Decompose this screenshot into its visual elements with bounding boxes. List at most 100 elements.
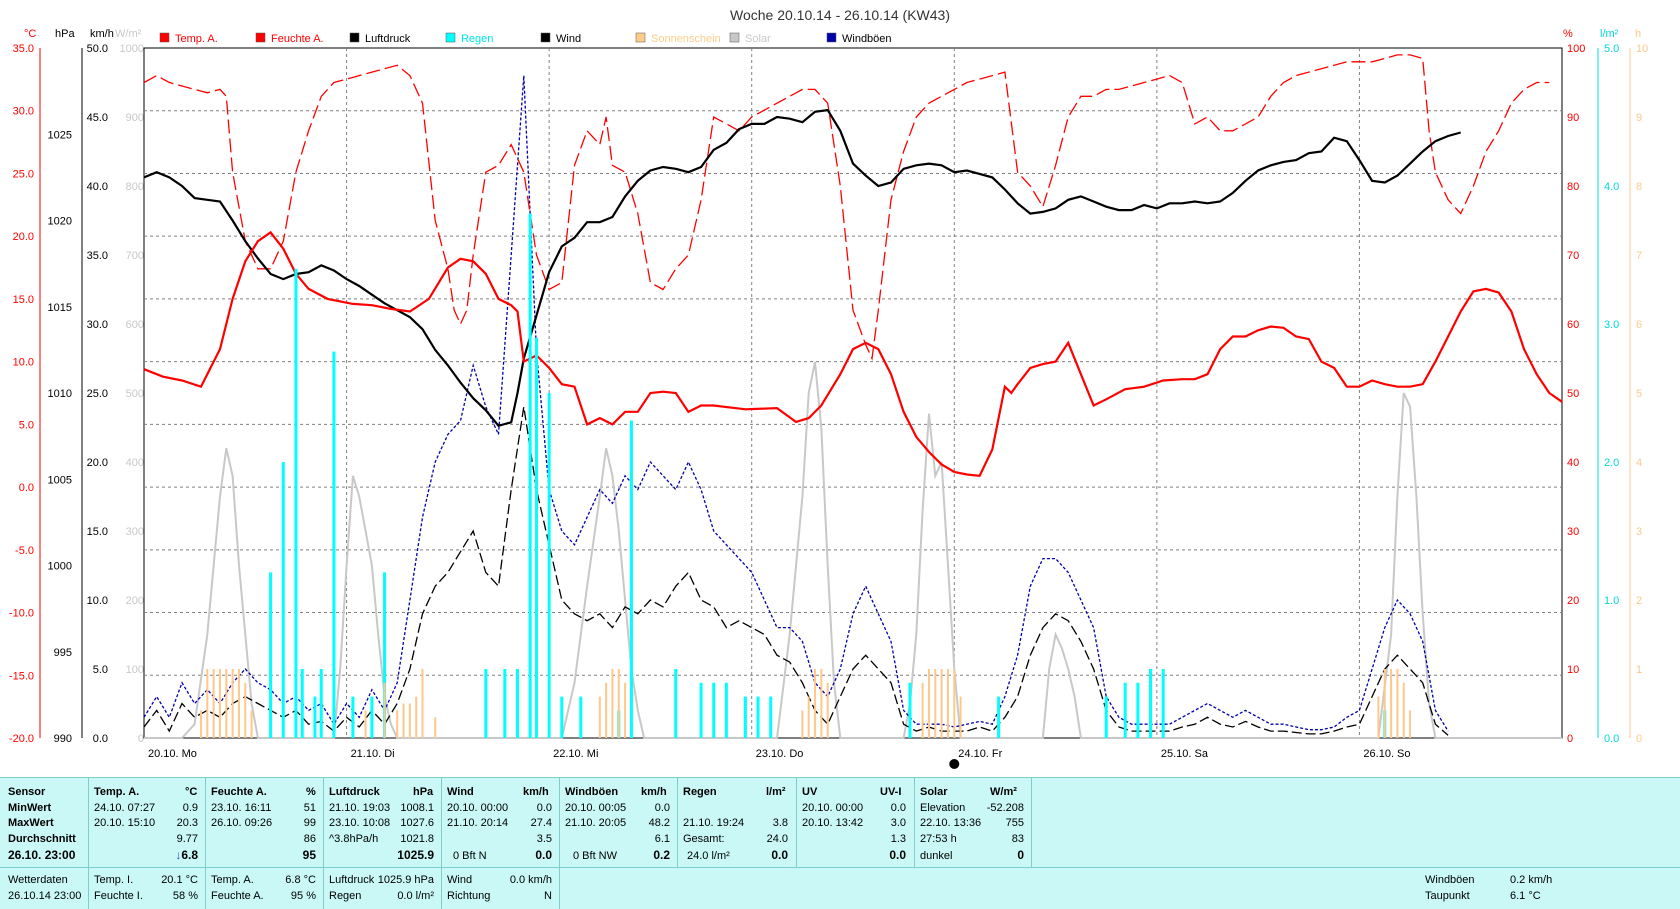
rain-bar xyxy=(484,669,488,738)
axis-unit-label: °C xyxy=(24,28,36,40)
wind-tick-label: 45.0 xyxy=(87,112,108,124)
rain-bar xyxy=(332,351,336,738)
solar-tick-label: 600 xyxy=(126,319,144,331)
sun-tick-label: 1 xyxy=(1636,664,1642,676)
hum-min-time: 23.10. 16:11 xyxy=(211,802,272,814)
sunshine-bar xyxy=(199,710,202,738)
sunshine-bar xyxy=(927,669,930,738)
solar-unit: W/m² xyxy=(990,786,1017,798)
rain-current-value: 0.0 xyxy=(771,848,788,862)
hum-min-value: 51 xyxy=(303,802,316,814)
hpa-tick-label: 995 xyxy=(54,647,72,659)
day-label: 23.10. Do xyxy=(756,748,804,760)
temp-current-value: ↓6.8 xyxy=(160,847,198,863)
sunshine-bar xyxy=(946,669,949,738)
legend-swatch xyxy=(445,32,456,43)
wind-tick-label: 50.0 xyxy=(87,43,108,55)
current-luftdruck-value: 1025.9 hPa xyxy=(377,874,434,886)
day-label: 25.10. Sa xyxy=(1161,748,1209,760)
day-label: 26.10. So xyxy=(1363,748,1410,760)
current-regen-label: Regen xyxy=(329,890,362,902)
wind-tick-label: 10.0 xyxy=(87,595,108,607)
current-richtung-value: N xyxy=(544,890,552,902)
rain-bar xyxy=(1149,669,1153,738)
series-luftdruck xyxy=(143,108,1461,428)
gust-max-time: 21.10. 20:05 xyxy=(565,817,627,829)
legend: Temp. A. Feuchte A. Luftdruck Regen Wind Sonn… xyxy=(159,32,892,45)
series-wind xyxy=(143,406,1449,736)
solar-tick-label: 100 xyxy=(126,664,144,676)
day-label: 22.10. Mi xyxy=(553,748,598,760)
hpa-tick-label: 1020 xyxy=(48,216,72,228)
temp-max-time: 20.10. 15:10 xyxy=(94,817,156,829)
temp-tick-label: 25.0 xyxy=(13,168,34,180)
solar-avg-value: 83 xyxy=(1011,833,1024,845)
humidity-tick-label: 80 xyxy=(1567,181,1579,193)
rain-bar xyxy=(629,420,633,738)
panel-top-divider xyxy=(0,777,1680,778)
current-feuchte-i-label: Feuchte I. xyxy=(94,890,143,902)
current-wetterdaten-value: 26.10.14 23:00 xyxy=(8,890,82,902)
sunshine-bar xyxy=(212,669,215,738)
press-current-value: 1025.9 xyxy=(397,848,434,862)
current-richtung-label: Richtung xyxy=(447,890,491,902)
wind-tick-label: 35.0 xyxy=(87,250,108,262)
rain-tick-label: 4.0 xyxy=(1604,181,1619,193)
press-max-value: 1027.6 xyxy=(400,817,434,829)
uv-min-value: 0.0 xyxy=(890,802,906,814)
weather-chart: Woche 20.10.14 - 26.10.14 (KW43) Temp. A… xyxy=(9,7,1648,769)
rain-period: 24.0 l/m² xyxy=(687,850,730,862)
wind-unit: km/h xyxy=(523,786,549,798)
humidity-tick-label: 70 xyxy=(1567,250,1579,262)
wind-min-value: 0.0 xyxy=(536,802,552,814)
solar-max-value: 755 xyxy=(1005,817,1024,829)
solar-state: dunkel xyxy=(920,850,953,862)
sunshine-bar xyxy=(598,696,601,738)
axis-unit-label: W/m² xyxy=(115,28,142,40)
solar-max-time: 22.10. 13:36 xyxy=(920,817,982,829)
series-temp-a xyxy=(143,230,1563,477)
sunshine-bar xyxy=(421,669,424,738)
arrow-down-icon: ↓ xyxy=(175,848,182,862)
legend-label: Luftdruck xyxy=(365,33,411,45)
sun-tick-label: 4 xyxy=(1636,457,1642,469)
legend-label: Feuchte A. xyxy=(271,33,324,45)
rain-bar xyxy=(319,669,323,738)
rain-bar xyxy=(528,213,532,739)
uv-min-time: 20.10. 00:00 xyxy=(802,802,864,814)
rain-tick-label: 1.0 xyxy=(1604,595,1619,607)
temp-unit: °C xyxy=(185,786,198,798)
sunshine-bar xyxy=(605,682,608,738)
solar-tick-label: 300 xyxy=(126,526,144,538)
sunshine-bar xyxy=(206,669,209,738)
rain-bar xyxy=(515,669,519,738)
humidity-tick-label: 100 xyxy=(1567,43,1585,55)
solar-tick-label: 700 xyxy=(126,250,144,262)
axis-unit-label: l/m² xyxy=(1600,28,1619,40)
summary-panel xyxy=(0,777,1680,909)
wind-tick-label: 5.0 xyxy=(93,664,108,676)
humidity-tick-label: 0 xyxy=(1567,733,1573,745)
sunshine-bar xyxy=(820,669,823,738)
hpa-tick-label: 1010 xyxy=(48,388,72,400)
sun-tick-label: 8 xyxy=(1636,181,1642,193)
gust-min-value: 0.0 xyxy=(654,802,670,814)
sunshine-bar xyxy=(921,682,924,738)
hum-avg-value: 86 xyxy=(303,833,316,845)
temp-min-time: 24.10. 07:27 xyxy=(94,802,156,814)
rain-bar xyxy=(674,669,678,738)
sunshine-bar xyxy=(934,669,937,738)
current-temp-i-label: Temp. I. xyxy=(94,874,134,886)
rain-bar xyxy=(1123,682,1127,738)
sunshine-bar xyxy=(1383,669,1386,738)
rain-bar xyxy=(579,696,583,738)
solar-tick-label: 200 xyxy=(126,595,144,607)
rain-bar xyxy=(547,393,551,738)
axis-unit-label: h xyxy=(1635,28,1641,40)
temp-tick-label: 20.0 xyxy=(13,231,34,243)
sunshine-bar xyxy=(1377,696,1380,738)
humidity-tick-label: 10 xyxy=(1567,664,1579,676)
legend-swatch xyxy=(255,32,266,43)
humidity-tick-label: 30 xyxy=(1567,526,1579,538)
sunshine-bar xyxy=(1409,710,1412,738)
